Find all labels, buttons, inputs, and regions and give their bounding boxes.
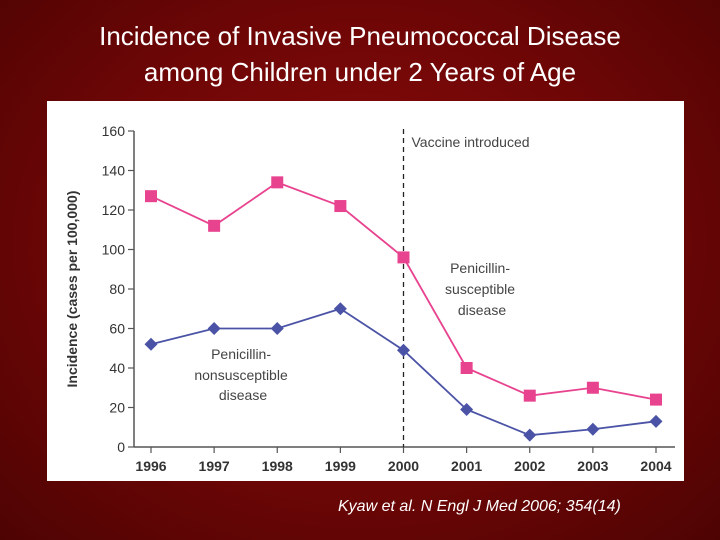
nonsusceptible-label-line-2: nonsusceptible (194, 367, 288, 383)
square-marker (334, 200, 347, 213)
square-marker (586, 381, 599, 394)
y-axis-label: Incidence (cases per 100,000) (64, 191, 80, 388)
x-ticks: 1996 1997 1998 1999 2000 2001 2002 2003 2004 (135, 447, 672, 474)
diamond-marker (333, 302, 347, 316)
x-tick-label: 2003 (577, 458, 608, 474)
diamond-marker (460, 402, 474, 416)
diamond-marker (523, 428, 537, 442)
susceptible-label-line-2: susceptible (445, 281, 515, 297)
square-marker (460, 362, 473, 374)
square-marker (208, 219, 221, 232)
susceptible-label-line-3: disease (458, 302, 506, 318)
square-marker (145, 190, 157, 203)
x-tick-label: 1996 (135, 458, 166, 474)
x-tick-label: 1998 (262, 458, 293, 474)
chart-panel: Incidence (cases per 100,000) 0 20 40 60 80 1… (47, 101, 684, 481)
diamond-marker (144, 337, 158, 351)
y-tick-label: 160 (102, 123, 126, 139)
square-marker (650, 393, 662, 406)
y-tick-label: 140 (102, 163, 126, 179)
y-tick-label: 80 (109, 281, 125, 297)
nonsusceptible-label-line-1: Penicillin- (211, 346, 271, 362)
title-line-2: among Children under 2 Years of Age (143, 57, 577, 87)
susceptible-label-line-1: Penicillin- (450, 260, 510, 276)
nonsusceptible-label: Penicillin- nonsusceptible disease (194, 346, 291, 403)
diamond-marker (397, 343, 410, 357)
square-marker (397, 251, 410, 264)
nonsusceptible-label-line-3: disease (219, 387, 267, 403)
x-tick-label: 2000 (388, 458, 419, 474)
y-tick-label: 40 (109, 360, 125, 376)
y-tick-label: 0 (117, 439, 125, 455)
square-marker (523, 389, 536, 402)
title-line-1: Incidence of Invasive Pneumococcal Disea… (99, 21, 621, 51)
x-tick-label: 1997 (199, 458, 230, 474)
incidence-line-chart: Incidence (cases per 100,000) 0 20 40 60 80 1… (64, 123, 675, 474)
x-tick-label: 2002 (514, 458, 545, 474)
x-tick-label: 1999 (325, 458, 356, 474)
series-layer (144, 176, 663, 442)
y-tick-label: 120 (102, 202, 126, 218)
y-tick-label: 60 (109, 321, 125, 337)
vaccine-introduced-label: Vaccine introduced (412, 134, 530, 150)
susceptible-label: Penicillin- susceptible disease (445, 260, 519, 318)
citation: Kyaw et al. N Engl J Med 2006; 354(14) (338, 498, 621, 515)
slide-title: Incidence of Invasive Pneumococcal Disea… (0, 18, 720, 90)
y-ticks: 0 20 40 60 80 100 120 140 160 (102, 123, 134, 455)
diamond-marker (207, 322, 221, 335)
square-marker (271, 176, 284, 189)
diamond-marker (270, 322, 284, 335)
y-tick-label: 100 (102, 242, 126, 258)
x-tick-label: 2004 (640, 458, 671, 474)
diamond-marker (649, 414, 663, 428)
diamond-marker (586, 422, 600, 436)
y-tick-label: 20 (109, 400, 125, 416)
x-tick-label: 2001 (451, 458, 482, 474)
